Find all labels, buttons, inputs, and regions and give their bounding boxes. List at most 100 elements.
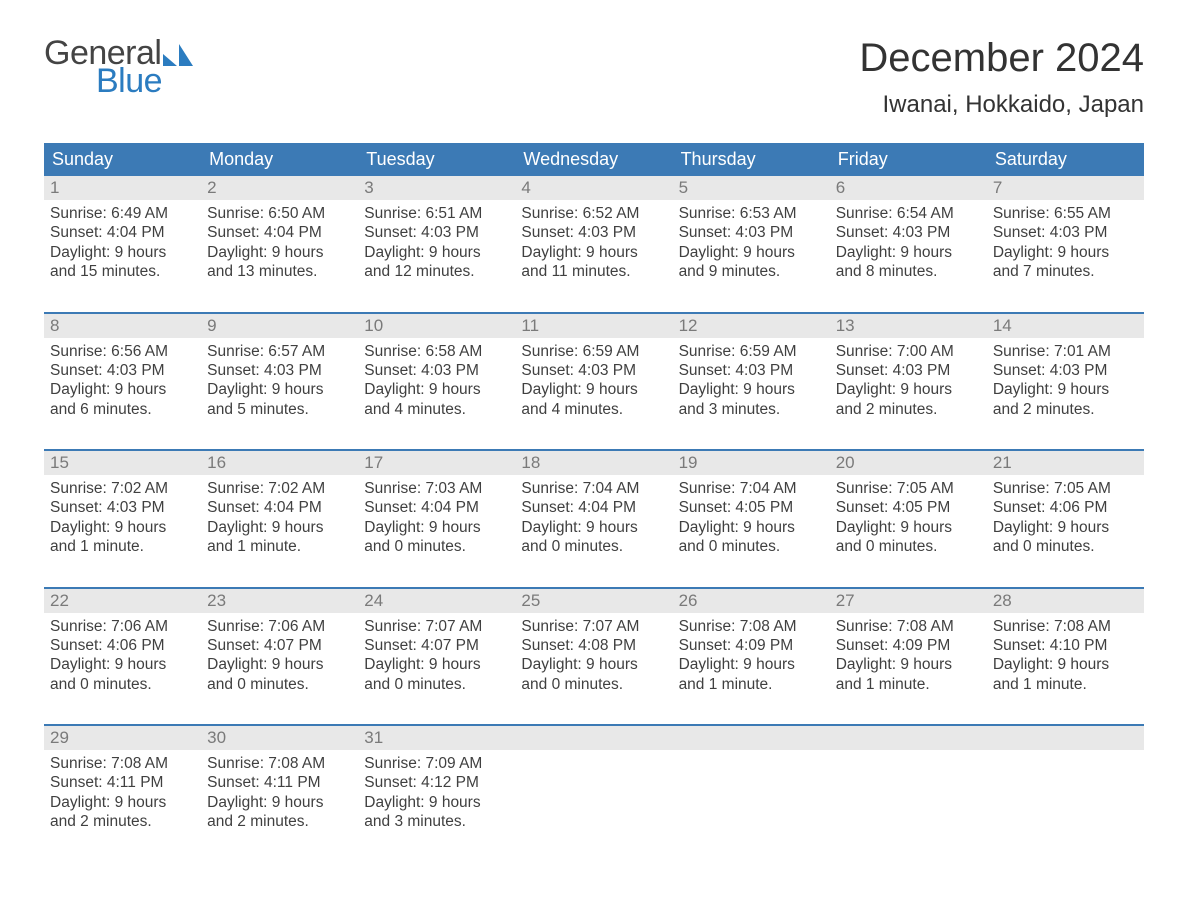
day-sunset: Sunset: 4:03 PM: [521, 361, 666, 380]
day-day2: and 2 minutes.: [993, 400, 1138, 419]
weekday-header: Tuesday: [358, 143, 515, 176]
day-sunset: Sunset: 4:03 PM: [679, 361, 824, 380]
day-day1: Daylight: 9 hours: [679, 380, 824, 399]
day-day1: Daylight: 9 hours: [836, 518, 981, 537]
day-number: 6: [830, 176, 987, 200]
day-number: 17: [358, 451, 515, 475]
day-day2: and 0 minutes.: [207, 675, 352, 694]
day-day2: and 0 minutes.: [364, 537, 509, 556]
day-number: [987, 726, 1144, 750]
day-sunrise: Sunrise: 7:08 AM: [207, 754, 352, 773]
day-sunrise: Sunrise: 7:07 AM: [364, 617, 509, 636]
day-number: 29: [44, 726, 201, 750]
day-sunset: Sunset: 4:10 PM: [993, 636, 1138, 655]
day-sunset: Sunset: 4:11 PM: [207, 773, 352, 792]
day-cell: Sunrise: 7:07 AMSunset: 4:07 PMDaylight:…: [358, 613, 515, 713]
day-sunset: Sunset: 4:08 PM: [521, 636, 666, 655]
day-sunrise: Sunrise: 7:05 AM: [993, 479, 1138, 498]
calendar-week: 1234567Sunrise: 6:49 AMSunset: 4:04 PMDa…: [44, 176, 1144, 300]
day-number: [830, 726, 987, 750]
day-number: 30: [201, 726, 358, 750]
day-cell: Sunrise: 6:53 AMSunset: 4:03 PMDaylight:…: [673, 200, 830, 300]
day-cell: Sunrise: 7:09 AMSunset: 4:12 PMDaylight:…: [358, 750, 515, 850]
day-day1: Daylight: 9 hours: [836, 243, 981, 262]
day-number: 9: [201, 314, 358, 338]
calendar-week: 15161718192021Sunrise: 7:02 AMSunset: 4:…: [44, 449, 1144, 575]
day-sunset: Sunset: 4:09 PM: [836, 636, 981, 655]
day-cell: Sunrise: 7:05 AMSunset: 4:05 PMDaylight:…: [830, 475, 987, 575]
day-sunrise: Sunrise: 7:08 AM: [836, 617, 981, 636]
weekday-header: Friday: [830, 143, 987, 176]
day-cell: [673, 750, 830, 850]
day-day1: Daylight: 9 hours: [993, 518, 1138, 537]
weekday-header: Monday: [201, 143, 358, 176]
day-day2: and 7 minutes.: [993, 262, 1138, 281]
day-cell: [987, 750, 1144, 850]
day-sunset: Sunset: 4:03 PM: [836, 223, 981, 242]
day-day2: and 2 minutes.: [836, 400, 981, 419]
day-day2: and 6 minutes.: [50, 400, 195, 419]
day-sunrise: Sunrise: 6:56 AM: [50, 342, 195, 361]
day-cell: Sunrise: 6:57 AMSunset: 4:03 PMDaylight:…: [201, 338, 358, 438]
weekday-header: Sunday: [44, 143, 201, 176]
day-sunset: Sunset: 4:05 PM: [836, 498, 981, 517]
day-number: 2: [201, 176, 358, 200]
day-cell: Sunrise: 6:51 AMSunset: 4:03 PMDaylight:…: [358, 200, 515, 300]
day-day2: and 3 minutes.: [679, 400, 824, 419]
header: General Blue December 2024 Iwanai, Hokka…: [44, 36, 1144, 119]
day-day1: Daylight: 9 hours: [364, 793, 509, 812]
day-sunset: Sunset: 4:09 PM: [679, 636, 824, 655]
day-day2: and 4 minutes.: [521, 400, 666, 419]
day-number: 24: [358, 589, 515, 613]
day-number: 11: [515, 314, 672, 338]
day-number-row: 1234567: [44, 176, 1144, 200]
day-sunrise: Sunrise: 6:49 AM: [50, 204, 195, 223]
day-number: 27: [830, 589, 987, 613]
day-cell: Sunrise: 7:06 AMSunset: 4:07 PMDaylight:…: [201, 613, 358, 713]
day-cell: [515, 750, 672, 850]
day-day2: and 5 minutes.: [207, 400, 352, 419]
logo-word-2: Blue: [96, 64, 193, 98]
day-sunrise: Sunrise: 7:05 AM: [836, 479, 981, 498]
title-block: December 2024 Iwanai, Hokkaido, Japan: [859, 36, 1144, 119]
day-day1: Daylight: 9 hours: [364, 655, 509, 674]
weekday-header-row: SundayMondayTuesdayWednesdayThursdayFrid…: [44, 143, 1144, 176]
day-sunrise: Sunrise: 7:00 AM: [836, 342, 981, 361]
day-cell: Sunrise: 7:08 AMSunset: 4:11 PMDaylight:…: [44, 750, 201, 850]
day-sunset: Sunset: 4:07 PM: [207, 636, 352, 655]
calendar-week: 891011121314Sunrise: 6:56 AMSunset: 4:03…: [44, 312, 1144, 438]
day-sunrise: Sunrise: 7:01 AM: [993, 342, 1138, 361]
day-sunrise: Sunrise: 7:08 AM: [679, 617, 824, 636]
day-number-row: 15161718192021: [44, 451, 1144, 475]
day-day2: and 1 minute.: [836, 675, 981, 694]
day-day1: Daylight: 9 hours: [993, 243, 1138, 262]
day-sunrise: Sunrise: 6:55 AM: [993, 204, 1138, 223]
day-day1: Daylight: 9 hours: [207, 243, 352, 262]
day-number: 25: [515, 589, 672, 613]
day-cell: Sunrise: 7:02 AMSunset: 4:03 PMDaylight:…: [44, 475, 201, 575]
day-cell: [830, 750, 987, 850]
day-sunrise: Sunrise: 7:06 AM: [50, 617, 195, 636]
day-day1: Daylight: 9 hours: [207, 518, 352, 537]
day-sunset: Sunset: 4:04 PM: [364, 498, 509, 517]
day-day1: Daylight: 9 hours: [521, 380, 666, 399]
day-sunrise: Sunrise: 6:59 AM: [521, 342, 666, 361]
day-number: [515, 726, 672, 750]
day-sunrise: Sunrise: 7:06 AM: [207, 617, 352, 636]
day-sunset: Sunset: 4:07 PM: [364, 636, 509, 655]
month-title: December 2024: [859, 36, 1144, 81]
day-cell: Sunrise: 7:06 AMSunset: 4:06 PMDaylight:…: [44, 613, 201, 713]
day-number: [673, 726, 830, 750]
day-cell: Sunrise: 6:59 AMSunset: 4:03 PMDaylight:…: [515, 338, 672, 438]
calendar-week: 22232425262728Sunrise: 7:06 AMSunset: 4:…: [44, 587, 1144, 713]
day-number: 16: [201, 451, 358, 475]
day-day2: and 0 minutes.: [679, 537, 824, 556]
day-sunset: Sunset: 4:03 PM: [521, 223, 666, 242]
day-day2: and 8 minutes.: [836, 262, 981, 281]
day-sunset: Sunset: 4:11 PM: [50, 773, 195, 792]
day-sunrise: Sunrise: 6:50 AM: [207, 204, 352, 223]
day-sunrise: Sunrise: 7:04 AM: [679, 479, 824, 498]
day-day2: and 0 minutes.: [836, 537, 981, 556]
day-day1: Daylight: 9 hours: [50, 380, 195, 399]
day-cell: Sunrise: 6:49 AMSunset: 4:04 PMDaylight:…: [44, 200, 201, 300]
